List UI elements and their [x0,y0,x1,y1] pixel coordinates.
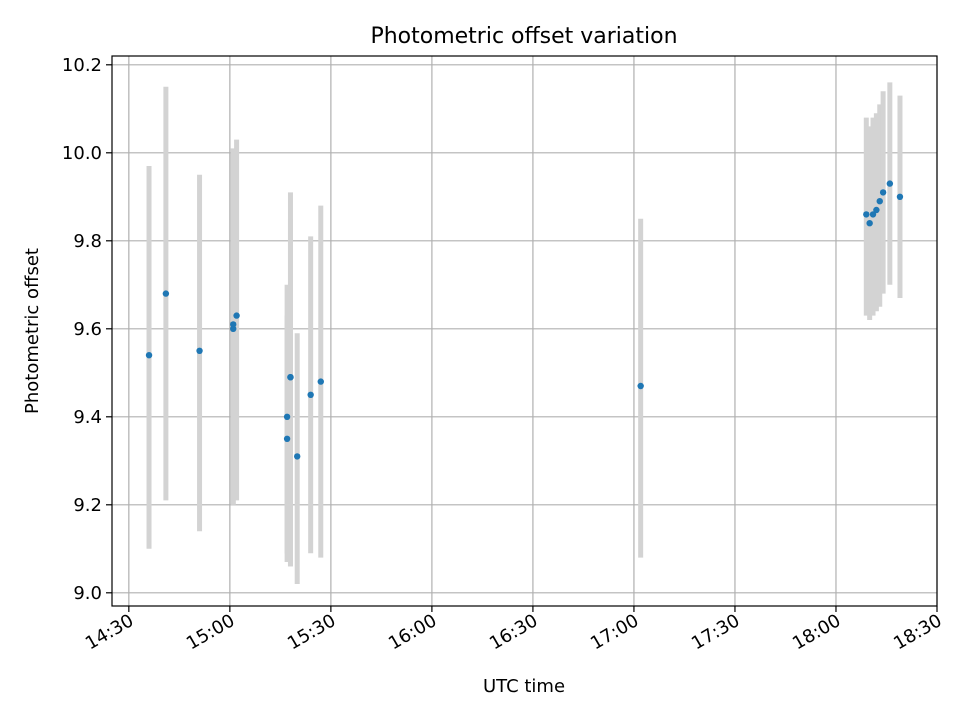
y-tick-label: 9.2 [73,495,102,516]
data-point [287,374,294,381]
data-point [886,180,894,187]
y-axis-ticks: 9.0 9.2 9.4 9.6 9.8 10.0 10.2 [62,55,112,604]
plot-frame [111,55,938,607]
data-point [876,198,883,205]
data-point [863,211,870,218]
data-point [283,413,291,420]
y-tick-label: 9.0 [73,583,102,604]
y-tick-label: 10.2 [62,55,102,76]
y-tick-label: 9.6 [73,319,102,340]
data-point [294,453,301,460]
y-tick-label: 9.4 [73,407,102,428]
data-point [873,206,880,214]
chart-title: Photometric offset variation [370,24,677,49]
data-point [869,211,877,218]
data-point [162,290,170,297]
data-point [879,189,887,196]
data-point [896,193,904,200]
y-tick-label: 10.0 [62,143,102,164]
data-points [145,180,904,460]
grid [112,56,938,606]
data-point [307,391,314,398]
data-point [230,321,237,328]
y-tick-label: 9.8 [73,231,102,252]
data-point [866,220,873,227]
data-point [317,378,324,385]
data-point [637,382,644,390]
data-point [230,325,237,332]
data-point [145,352,153,359]
data-point [233,312,240,319]
data-point [283,435,291,442]
data-point [196,347,203,354]
y-axis-label: Photometric offset [22,248,43,414]
x-axis-label: UTC time [483,676,565,697]
